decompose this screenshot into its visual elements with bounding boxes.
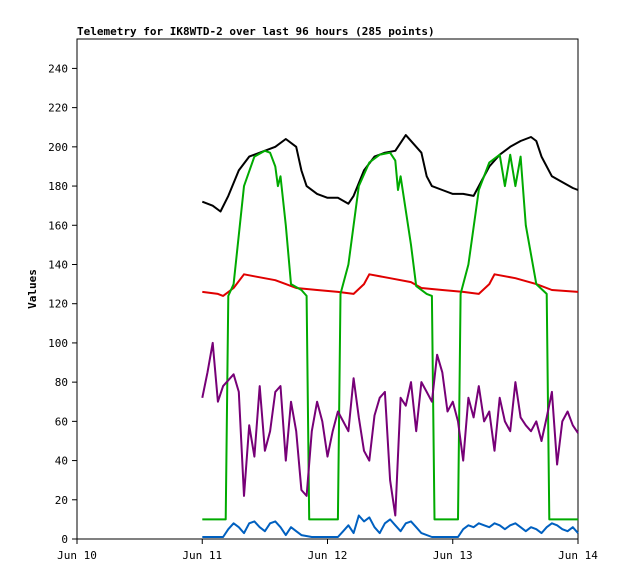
series-line-1 xyxy=(201,134,579,213)
chart-title: Telemetry for IK8WTD-2 over last 96 hour… xyxy=(77,25,435,38)
series-line-3 xyxy=(202,149,578,521)
y-tick-label: 20 xyxy=(55,494,68,507)
y-tick-label: 140 xyxy=(48,258,68,271)
y-tick-label: 200 xyxy=(48,141,68,154)
series-layer xyxy=(201,134,579,538)
y-tick-label: 160 xyxy=(48,219,68,232)
y-tick-label: 100 xyxy=(48,337,68,350)
y-axis-label: Values xyxy=(26,269,39,309)
series-line-2 xyxy=(202,273,579,297)
series-line-4 xyxy=(201,341,579,517)
y-tick-label: 240 xyxy=(48,62,68,75)
y-tick-label: 180 xyxy=(48,180,68,193)
x-tick-label: Jun 14 xyxy=(558,549,598,562)
y-axis: 0 20 40 60 80 100 120 140 160 180 200 220 240 xyxy=(48,62,77,546)
x-tick-label: Jun 10 xyxy=(57,549,97,562)
x-tick-label: Jun 11 xyxy=(182,549,222,562)
x-tick-label: Jun 13 xyxy=(433,549,473,562)
y-tick-label: 220 xyxy=(48,102,68,115)
series-line-5 xyxy=(202,514,579,538)
x-axis: Jun 10 Jun 11 Jun 12 Jun 13 Jun 14 xyxy=(57,539,598,562)
y-tick-label: 60 xyxy=(55,415,68,428)
x-tick-label: Jun 12 xyxy=(308,549,348,562)
y-tick-label: 120 xyxy=(48,298,68,311)
plot-frame xyxy=(76,38,579,540)
y-tick-label: 0 xyxy=(61,533,68,546)
y-tick-label: 80 xyxy=(55,376,68,389)
y-tick-label: 40 xyxy=(55,455,68,468)
